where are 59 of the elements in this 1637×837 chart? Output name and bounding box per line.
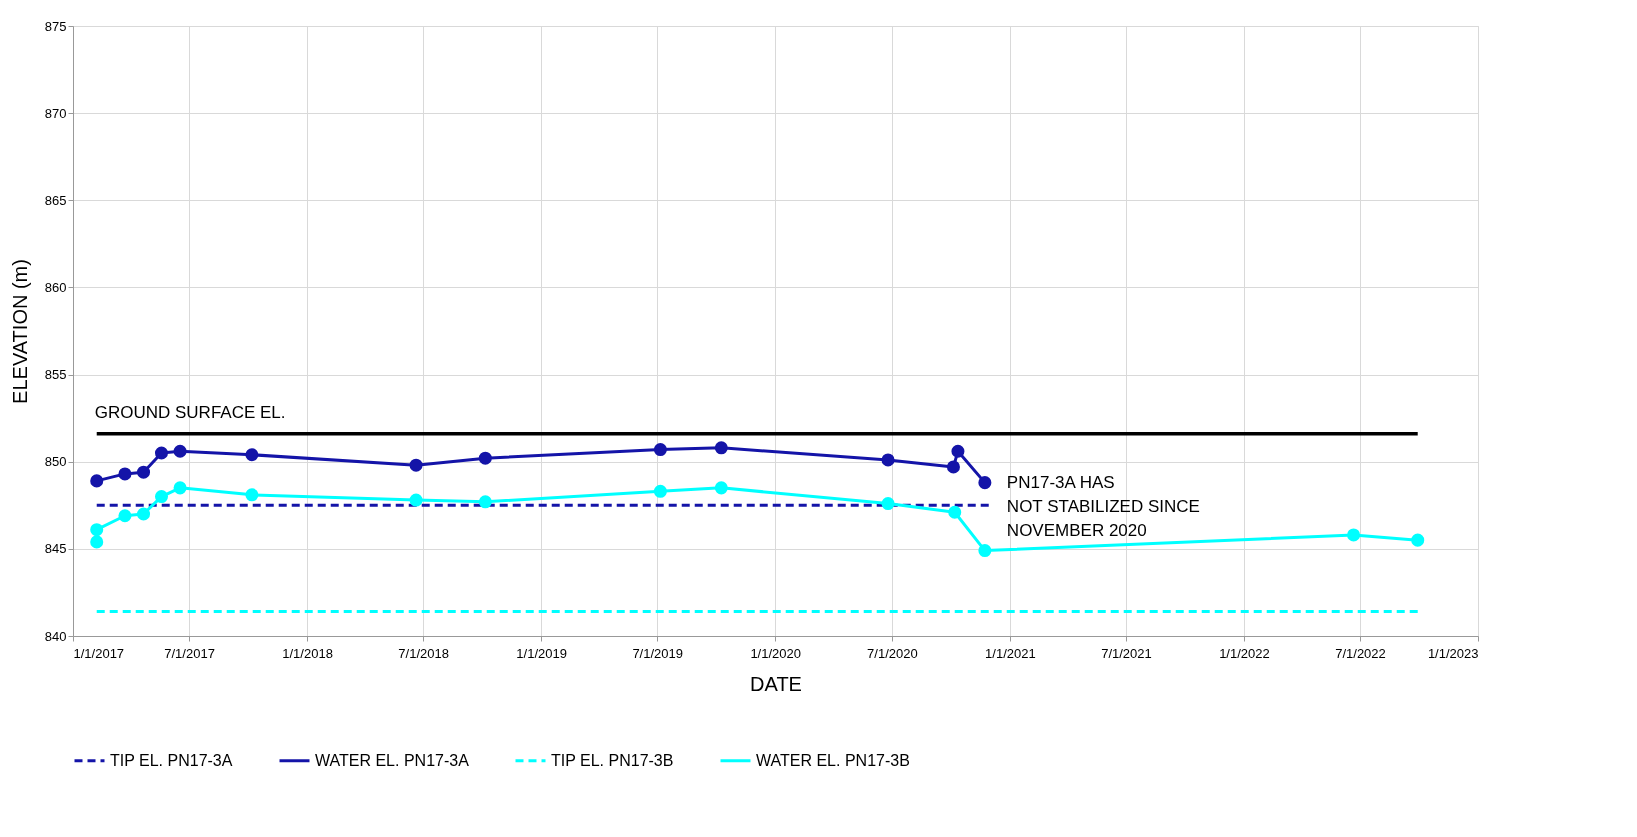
annotation: PN17-3A HAS NOT STABILIZED SINCE NOVEMBER 2020 xyxy=(1006,472,1200,540)
x-tick-label: 7/1/2021 xyxy=(1101,645,1152,661)
y-tick-label: 870 xyxy=(44,105,67,121)
point xyxy=(90,474,104,488)
annotation: GROUND SURFACE EL. xyxy=(94,402,286,422)
point xyxy=(137,465,151,479)
x-axis-title: DATE xyxy=(750,672,802,695)
x-tick-label: 1/1/2017 xyxy=(73,645,125,661)
point xyxy=(653,484,667,498)
point xyxy=(1347,528,1361,542)
x-tick-label: 1/1/2021 xyxy=(985,645,1036,661)
point xyxy=(978,476,992,490)
point xyxy=(173,481,187,495)
point xyxy=(978,544,992,558)
point xyxy=(881,497,895,511)
legend-label: TIP EL. PN17-3A xyxy=(110,751,233,769)
point xyxy=(478,451,492,465)
x-tick-label: 7/1/2019 xyxy=(632,645,683,661)
x-tick-label: 1/1/2023 xyxy=(1427,645,1479,661)
point xyxy=(154,446,169,460)
point xyxy=(948,505,962,519)
y-tick-label: 875 xyxy=(44,18,67,34)
x-tick-label: 7/1/2022 xyxy=(1335,645,1386,661)
point xyxy=(951,444,965,458)
point xyxy=(90,523,104,537)
point xyxy=(137,507,151,521)
point xyxy=(881,453,895,467)
point xyxy=(245,448,259,462)
x-tick-label: 1/1/2022 xyxy=(1219,645,1270,661)
point xyxy=(478,495,492,509)
point xyxy=(714,481,728,495)
y-tick-label: 845 xyxy=(44,541,67,557)
x-tick-label: 7/1/2018 xyxy=(398,645,449,661)
y-tick-label: 865 xyxy=(44,192,67,208)
point xyxy=(118,509,132,523)
legend-label: TIP EL. PN17-3B xyxy=(551,751,674,769)
x-tick-label: 1/1/2019 xyxy=(516,645,567,661)
point xyxy=(90,535,104,549)
legend-label: WATER EL. PN17-3B xyxy=(756,751,910,769)
x-tick-label: 7/1/2017 xyxy=(164,645,215,661)
x-tick-label: 1/1/2020 xyxy=(750,645,801,661)
point xyxy=(409,493,423,507)
y-tick-label: 850 xyxy=(44,454,67,470)
x-tick-label: 1/1/2018 xyxy=(282,645,333,661)
legend-label: WATER EL. PN17-3A xyxy=(315,751,470,769)
point xyxy=(154,490,169,504)
y-tick-label: 840 xyxy=(44,628,67,644)
point xyxy=(1411,533,1425,547)
point xyxy=(118,467,132,481)
y-tick-label: 860 xyxy=(44,279,67,295)
y-tick-label: 855 xyxy=(44,367,67,383)
point xyxy=(714,441,728,455)
point xyxy=(409,458,423,472)
point xyxy=(245,488,259,502)
point xyxy=(173,444,187,458)
point xyxy=(653,443,667,457)
x-tick-label: 7/1/2020 xyxy=(867,645,918,661)
y-axis-title: ELEVATION (m) xyxy=(8,259,31,404)
point xyxy=(946,460,960,474)
